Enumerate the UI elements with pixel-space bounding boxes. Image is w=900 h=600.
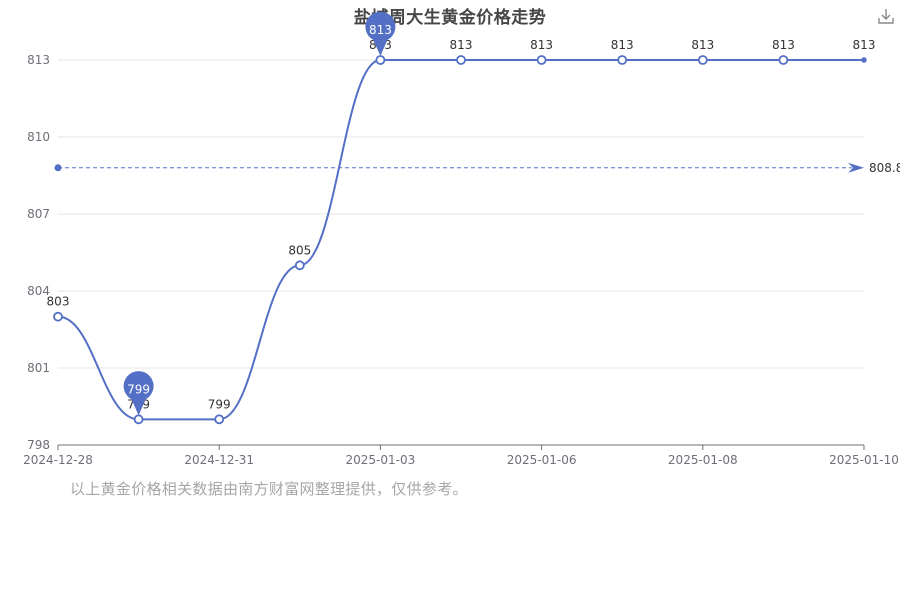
- data-label: 813: [853, 38, 876, 52]
- data-point: [375, 55, 386, 65]
- chart-title: 盐城周大生黄金价格走势: [353, 8, 547, 28]
- data-label: 813: [450, 38, 473, 52]
- y-tick-label: 810: [27, 130, 50, 144]
- data-point-end: [862, 58, 866, 62]
- average-line-start: [54, 164, 62, 172]
- data-point: [456, 55, 466, 65]
- x-tick-label: 2024-12-31: [184, 453, 254, 467]
- data-label: 813: [691, 38, 714, 52]
- data-label: 799: [208, 397, 231, 411]
- data-label: 803: [47, 295, 70, 309]
- data-point: [697, 55, 708, 65]
- y-tick-label: 801: [27, 361, 50, 375]
- y-tick-label: 813: [27, 53, 50, 67]
- x-tick-label: 2024-12-28: [23, 453, 93, 467]
- y-tick-label: 804: [27, 284, 50, 298]
- max-marker-pin-label: 813: [369, 23, 392, 37]
- min-marker-pin: [123, 371, 154, 416]
- data-label: 813: [772, 38, 795, 52]
- max-marker-pin: [365, 11, 396, 57]
- data-point: [617, 55, 628, 65]
- source-note: 以上黄金价格相关数据由南方财富网整理提供，仅供参考。: [70, 480, 468, 498]
- y-tick-label: 798: [27, 438, 50, 452]
- download-icon[interactable]: [876, 6, 896, 26]
- data-point: [214, 414, 225, 425]
- x-tick-label: 2025-01-08: [668, 453, 738, 467]
- average-line-label: 808.8: [869, 161, 900, 175]
- data-point: [778, 55, 789, 65]
- x-tick-label: 2025-01-10: [829, 453, 899, 467]
- data-label: 813: [611, 38, 634, 52]
- x-tick-label: 2025-01-06: [507, 453, 577, 467]
- series-line: [57, 58, 864, 421]
- min-marker-pin-label: 799: [127, 382, 150, 396]
- data-point: [53, 311, 63, 322]
- data-point: [536, 55, 547, 65]
- average-line-arrow: [848, 162, 864, 173]
- data-point: [294, 260, 305, 271]
- data-label: 805: [288, 243, 311, 257]
- data-point: [133, 414, 144, 425]
- x-tick-label: 2025-01-03: [346, 453, 416, 467]
- data-label: 813: [530, 38, 553, 52]
- y-tick-label: 807: [27, 207, 50, 221]
